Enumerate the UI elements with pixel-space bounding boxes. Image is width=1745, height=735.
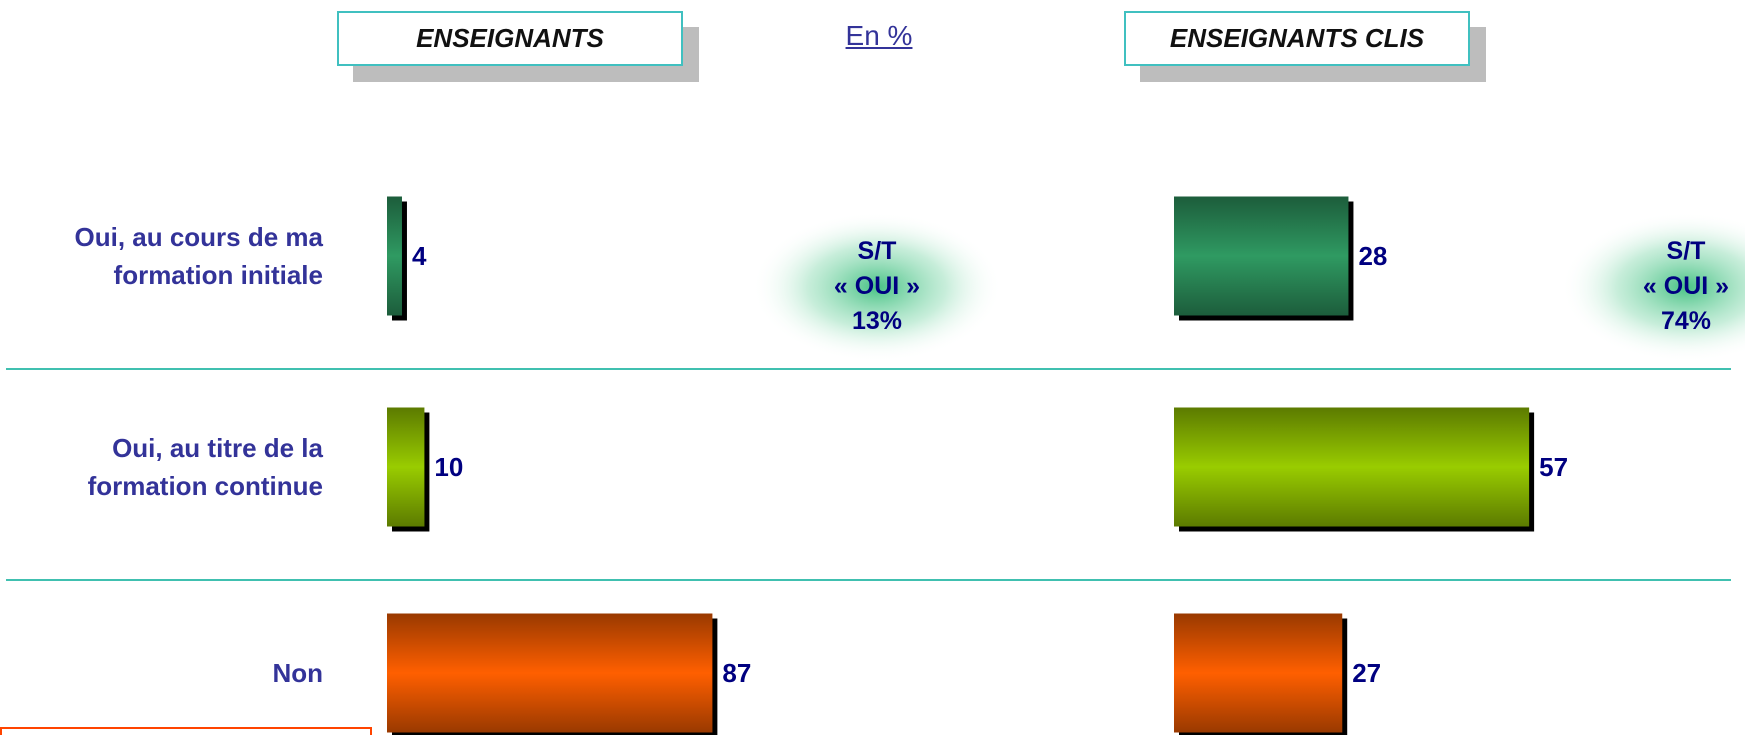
bar-shade <box>387 407 425 527</box>
category-label: Oui, au cours de ma formation initiale <box>74 222 323 290</box>
bar-shade <box>387 613 713 733</box>
value-label: 28 <box>1358 241 1388 271</box>
subtitle: En % <box>845 20 913 51</box>
bar-shade <box>1174 407 1530 527</box>
decor-box <box>0 727 372 735</box>
category-label: Oui, au titre de la formation continue <box>87 433 323 501</box>
category-label: Non <box>272 658 323 688</box>
series-header: ENSEIGNANTS <box>337 11 683 66</box>
bar-shade <box>1174 613 1343 733</box>
annotation-glow <box>752 212 1002 362</box>
value-label: 57 <box>1539 452 1569 482</box>
bar-shade <box>1174 196 1349 316</box>
annotation-glow <box>1561 212 1745 362</box>
series-header: ENSEIGNANTS CLIS <box>1124 11 1470 66</box>
value-label: 27 <box>1352 658 1382 688</box>
value-label: 87 <box>722 658 752 688</box>
bar-shade <box>387 196 402 316</box>
annotation: S/T « OUI » 74% <box>1642 237 1730 335</box>
annotation: S/T « OUI » 13% <box>833 237 921 335</box>
value-label: 4 <box>411 241 427 271</box>
value-label: 10 <box>434 452 464 482</box>
